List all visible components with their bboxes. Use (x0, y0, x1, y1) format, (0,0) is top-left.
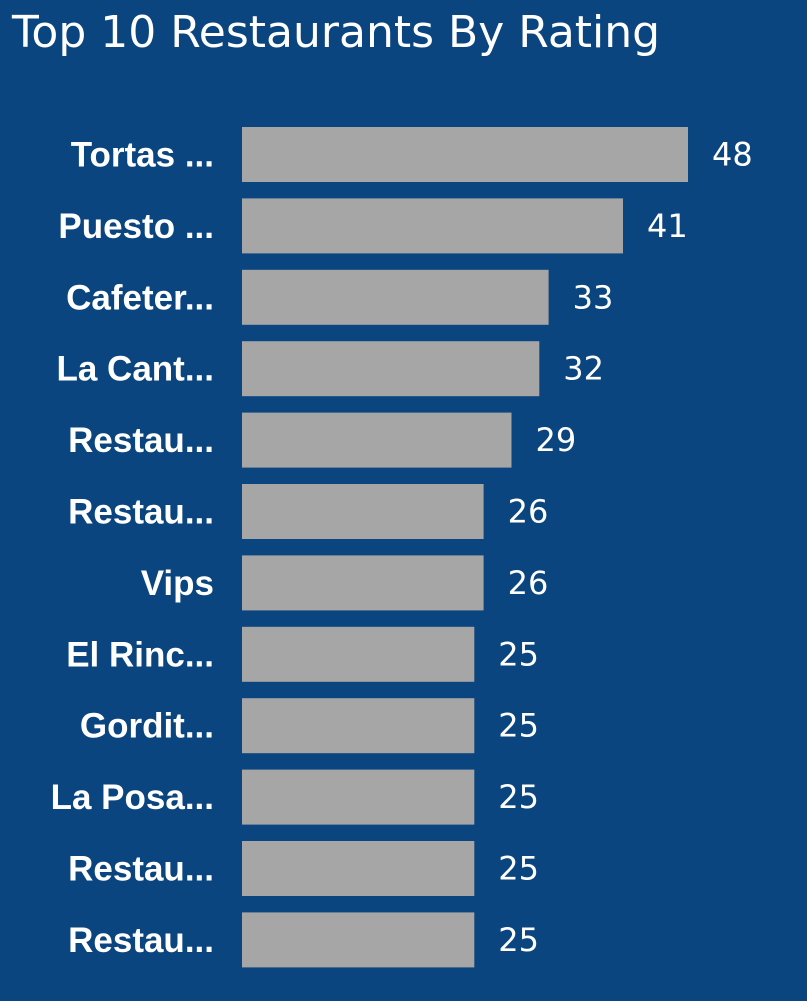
chart-title: Top 10 Restaurants By Rating (12, 7, 661, 58)
bar[interactable] (242, 626, 475, 682)
value-label: 26 (508, 564, 549, 602)
value-label: 29 (536, 421, 577, 459)
category-label: Cafeter... (66, 278, 214, 317)
value-label: 26 (508, 493, 549, 531)
value-label: 41 (647, 207, 688, 245)
value-label: 48 (712, 136, 753, 174)
category-label: Restau... (68, 421, 214, 460)
category-label: Restau... (68, 493, 214, 532)
category-label: Gordit... (80, 707, 214, 746)
category-label: Restau... (68, 921, 214, 960)
bar[interactable] (242, 127, 688, 182)
bar[interactable] (242, 841, 475, 896)
bar[interactable] (242, 484, 484, 539)
category-label: La Cant... (56, 350, 214, 389)
value-label: 33 (573, 278, 614, 316)
value-label: 25 (498, 707, 539, 745)
category-label: La Posa... (51, 778, 214, 817)
bar[interactable] (242, 912, 475, 968)
value-label: 25 (498, 921, 539, 959)
category-label: Vips (141, 564, 214, 603)
value-label: 25 (498, 850, 539, 888)
bar[interactable] (242, 412, 512, 468)
category-label: Restau... (68, 850, 214, 889)
category-labels: Tortas ... Puesto ... Cafeter... La Cant...… (51, 136, 214, 960)
bar[interactable] (242, 769, 475, 825)
value-label: 25 (498, 778, 539, 816)
value-labels: 48 41 33 32 29 26 26 25 25 25 25 25 (498, 136, 752, 959)
category-label: Puesto ... (58, 207, 214, 246)
value-label: 32 (563, 350, 604, 388)
category-label: Tortas ... (71, 136, 214, 175)
category-label: El Rinc... (66, 635, 214, 674)
bar[interactable] (242, 269, 549, 325)
bar[interactable] (242, 698, 475, 754)
bar[interactable] (242, 341, 540, 397)
bars-layer (242, 127, 688, 968)
value-label: 25 (498, 635, 539, 673)
bar[interactable] (242, 555, 484, 611)
bar[interactable] (242, 198, 623, 254)
